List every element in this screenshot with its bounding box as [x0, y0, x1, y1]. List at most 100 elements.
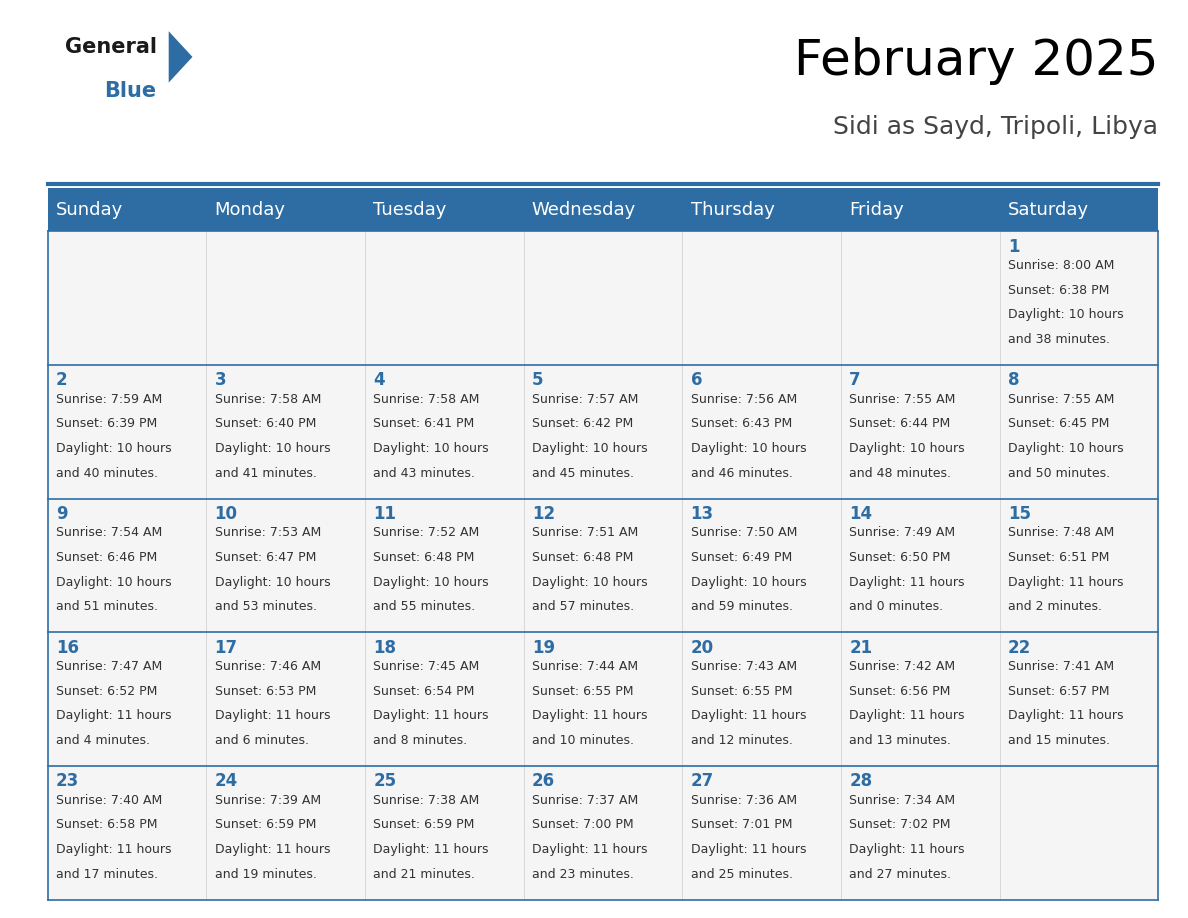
Text: and 12 minutes.: and 12 minutes.: [690, 734, 792, 747]
Text: Sunrise: 7:47 AM: Sunrise: 7:47 AM: [56, 660, 162, 673]
Bar: [682, 766, 841, 900]
Bar: [207, 498, 365, 633]
Bar: [207, 231, 365, 365]
Text: Sunrise: 7:48 AM: Sunrise: 7:48 AM: [1007, 526, 1114, 539]
Text: Sunrise: 7:43 AM: Sunrise: 7:43 AM: [690, 660, 797, 673]
Text: Sunrise: 7:55 AM: Sunrise: 7:55 AM: [849, 393, 955, 406]
Text: Sunrise: 7:55 AM: Sunrise: 7:55 AM: [1007, 393, 1114, 406]
Text: Sunrise: 7:44 AM: Sunrise: 7:44 AM: [532, 660, 638, 673]
Text: Sunrise: 7:39 AM: Sunrise: 7:39 AM: [215, 793, 321, 807]
Text: and 40 minutes.: and 40 minutes.: [56, 466, 158, 480]
Text: and 57 minutes.: and 57 minutes.: [532, 600, 634, 613]
Text: 4: 4: [373, 372, 385, 389]
Text: Sunset: 6:58 PM: Sunset: 6:58 PM: [56, 818, 157, 831]
Text: Sunrise: 8:00 AM: Sunrise: 8:00 AM: [1007, 259, 1114, 272]
Text: Blue: Blue: [105, 81, 157, 101]
Text: Daylight: 11 hours: Daylight: 11 hours: [215, 710, 330, 722]
Text: Sunset: 6:48 PM: Sunset: 6:48 PM: [373, 551, 474, 564]
Text: 16: 16: [56, 639, 78, 656]
Bar: [207, 365, 365, 498]
Bar: [207, 188, 365, 231]
Bar: [841, 365, 999, 498]
Text: Sunrise: 7:59 AM: Sunrise: 7:59 AM: [56, 393, 162, 406]
Bar: [682, 633, 841, 766]
Text: Wednesday: Wednesday: [532, 201, 636, 218]
Text: Sunrise: 7:51 AM: Sunrise: 7:51 AM: [532, 526, 638, 539]
Text: Sunset: 6:51 PM: Sunset: 6:51 PM: [1007, 551, 1110, 564]
Text: Sunrise: 7:42 AM: Sunrise: 7:42 AM: [849, 660, 955, 673]
Text: and 19 minutes.: and 19 minutes.: [215, 868, 316, 880]
Text: Sunset: 6:53 PM: Sunset: 6:53 PM: [215, 685, 316, 698]
Text: and 21 minutes.: and 21 minutes.: [373, 868, 475, 880]
Text: 3: 3: [215, 372, 226, 389]
Text: Sunset: 7:00 PM: Sunset: 7:00 PM: [532, 818, 633, 831]
Text: Daylight: 10 hours: Daylight: 10 hours: [532, 442, 647, 455]
Text: Daylight: 11 hours: Daylight: 11 hours: [56, 710, 171, 722]
Text: 2: 2: [56, 372, 68, 389]
Bar: [48, 633, 207, 766]
Text: Daylight: 11 hours: Daylight: 11 hours: [849, 576, 965, 588]
Bar: [841, 498, 999, 633]
Text: Sunset: 6:49 PM: Sunset: 6:49 PM: [690, 551, 792, 564]
Text: Sunset: 6:50 PM: Sunset: 6:50 PM: [849, 551, 950, 564]
Text: and 17 minutes.: and 17 minutes.: [56, 868, 158, 880]
Bar: [524, 231, 682, 365]
Text: Sunset: 7:01 PM: Sunset: 7:01 PM: [690, 818, 792, 831]
Text: Sunset: 6:57 PM: Sunset: 6:57 PM: [1007, 685, 1110, 698]
Text: Sunrise: 7:41 AM: Sunrise: 7:41 AM: [1007, 660, 1114, 673]
Text: Sunset: 6:43 PM: Sunset: 6:43 PM: [690, 418, 792, 431]
Text: 13: 13: [690, 505, 714, 523]
Bar: [48, 188, 207, 231]
Bar: [48, 498, 207, 633]
Bar: [841, 231, 999, 365]
Text: Daylight: 11 hours: Daylight: 11 hours: [849, 710, 965, 722]
Text: 7: 7: [849, 372, 861, 389]
Text: Sunset: 6:39 PM: Sunset: 6:39 PM: [56, 418, 157, 431]
Text: 21: 21: [849, 639, 872, 656]
Bar: [365, 498, 524, 633]
Text: Daylight: 11 hours: Daylight: 11 hours: [373, 710, 488, 722]
Bar: [207, 633, 365, 766]
Text: and 50 minutes.: and 50 minutes.: [1007, 466, 1110, 480]
Text: Sunrise: 7:37 AM: Sunrise: 7:37 AM: [532, 793, 638, 807]
Bar: [999, 766, 1158, 900]
Text: and 41 minutes.: and 41 minutes.: [215, 466, 316, 480]
Text: Daylight: 11 hours: Daylight: 11 hours: [690, 843, 807, 856]
Text: Daylight: 11 hours: Daylight: 11 hours: [532, 843, 647, 856]
Text: Sunset: 6:41 PM: Sunset: 6:41 PM: [373, 418, 474, 431]
Text: Sunrise: 7:56 AM: Sunrise: 7:56 AM: [690, 393, 797, 406]
Text: Sidi as Sayd, Tripoli, Libya: Sidi as Sayd, Tripoli, Libya: [833, 115, 1158, 139]
Text: and 45 minutes.: and 45 minutes.: [532, 466, 634, 480]
Text: Sunrise: 7:36 AM: Sunrise: 7:36 AM: [690, 793, 797, 807]
Bar: [365, 365, 524, 498]
Polygon shape: [169, 31, 192, 83]
Text: 19: 19: [532, 639, 555, 656]
Text: Daylight: 10 hours: Daylight: 10 hours: [1007, 308, 1124, 321]
Text: Daylight: 10 hours: Daylight: 10 hours: [373, 576, 488, 588]
Text: Daylight: 11 hours: Daylight: 11 hours: [373, 843, 488, 856]
Text: 22: 22: [1007, 639, 1031, 656]
Text: Sunrise: 7:38 AM: Sunrise: 7:38 AM: [373, 793, 480, 807]
Text: and 6 minutes.: and 6 minutes.: [215, 734, 309, 747]
Text: 20: 20: [690, 639, 714, 656]
Text: Daylight: 10 hours: Daylight: 10 hours: [56, 442, 171, 455]
Text: Daylight: 10 hours: Daylight: 10 hours: [690, 576, 807, 588]
Text: Daylight: 10 hours: Daylight: 10 hours: [373, 442, 488, 455]
Text: Daylight: 10 hours: Daylight: 10 hours: [690, 442, 807, 455]
Text: Daylight: 11 hours: Daylight: 11 hours: [215, 843, 330, 856]
Bar: [48, 365, 207, 498]
Text: Sunrise: 7:58 AM: Sunrise: 7:58 AM: [373, 393, 480, 406]
Text: 17: 17: [215, 639, 238, 656]
Text: Sunset: 6:45 PM: Sunset: 6:45 PM: [1007, 418, 1110, 431]
Text: and 59 minutes.: and 59 minutes.: [690, 600, 792, 613]
Bar: [524, 766, 682, 900]
Text: Sunrise: 7:46 AM: Sunrise: 7:46 AM: [215, 660, 321, 673]
Text: 11: 11: [373, 505, 397, 523]
Bar: [999, 633, 1158, 766]
Text: Daylight: 10 hours: Daylight: 10 hours: [532, 576, 647, 588]
Text: 27: 27: [690, 772, 714, 790]
Text: Sunset: 6:42 PM: Sunset: 6:42 PM: [532, 418, 633, 431]
Text: and 46 minutes.: and 46 minutes.: [690, 466, 792, 480]
Text: 15: 15: [1007, 505, 1031, 523]
Text: Sunrise: 7:58 AM: Sunrise: 7:58 AM: [215, 393, 321, 406]
